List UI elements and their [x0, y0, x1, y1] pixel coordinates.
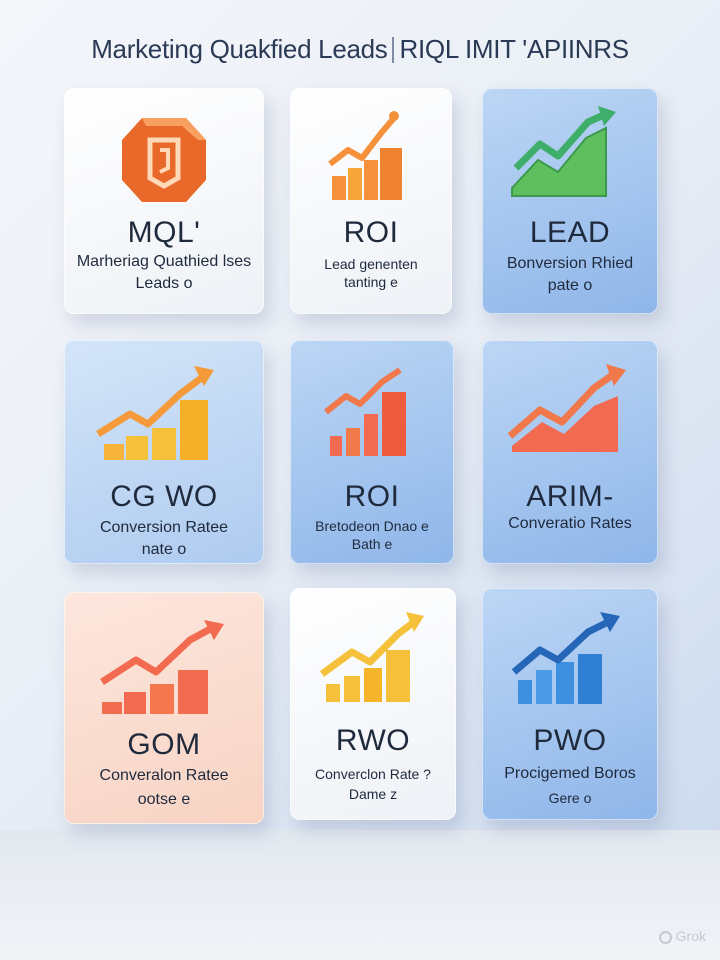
title-right: RIQL IMIT 'APIINRS — [399, 34, 630, 64]
watermark: Grok — [658, 928, 706, 944]
tile-gom[interactable]: GOM Converalon Ratee ootse e — [64, 592, 264, 824]
tile-heading: CG WO — [110, 480, 218, 513]
tile-caption: nate o — [141, 541, 187, 558]
trend-area-icon — [511, 106, 616, 197]
bar-chart-icon — [319, 612, 424, 702]
tile-heading: ROI — [343, 216, 399, 249]
tile-caption: pate o — [547, 277, 593, 294]
trend-area-icon — [507, 364, 626, 452]
tile-subtitle: Conversion Ratee — [99, 519, 229, 536]
tile-subtitle: Bretodeon Dnao e — [315, 518, 429, 534]
tile-pwo[interactable]: PWO Procigemed Boros Gere o — [482, 588, 658, 820]
bar-chart-icon — [324, 367, 406, 456]
tile-caption: ootse e — [137, 791, 191, 808]
tile-heading: PWO — [533, 724, 607, 757]
title-divider — [391, 37, 394, 63]
bar-chart-icon — [100, 620, 224, 714]
tile-subtitle: Converatio Rates — [508, 515, 632, 532]
tile-subtitle: Lead genenten — [324, 256, 418, 272]
tile-caption: Gere o — [548, 790, 592, 806]
tile-heading: ARIM- — [526, 480, 614, 513]
tile-caption: tanting e — [344, 274, 398, 290]
tile-subtitle: Procigemed Boros — [504, 765, 636, 782]
page-title: Marketing Quakfied Leads RIQL IMIT 'APIIN… — [0, 34, 720, 65]
tile-roi[interactable]: ROI Lead genenten tanting e — [290, 88, 452, 314]
tile-heading: GOM — [127, 728, 201, 761]
tile-heading: MQL' — [127, 216, 201, 249]
tile-heading: ROI — [344, 480, 400, 513]
tile-rwo[interactable]: RWO Converclon Rate ? Dame z — [290, 588, 456, 820]
title-left: Marketing Quakfied Leads — [91, 34, 388, 64]
shield-icon — [122, 118, 206, 202]
grok-icon — [658, 931, 672, 944]
tile-caption: Leads o — [135, 275, 193, 292]
floor-background — [0, 830, 720, 960]
tile-subtitle: Marheriag Quathied lses — [76, 253, 252, 270]
tile-caption: Bath e — [351, 536, 393, 552]
tile-roi-2[interactable]: ROI Bretodeon Dnao e Bath e — [290, 340, 454, 564]
tile-subtitle: Converclon Rate ? — [315, 766, 431, 782]
watermark-text: Grok — [675, 928, 706, 944]
tile-heading: LEAD — [529, 216, 611, 249]
tile-caption: Dame z — [348, 786, 398, 802]
tile-mql[interactable]: MQL' Marheriag Quathied lses Leads o — [64, 88, 264, 314]
bar-chart-icon — [96, 366, 214, 460]
tile-arim[interactable]: ARIM- Converatio Rates — [482, 340, 658, 564]
tile-cgwo[interactable]: CG WO Conversion Ratee nate o — [64, 340, 264, 564]
tile-lead[interactable]: LEAD Bonversion Rhied pate o — [482, 88, 658, 314]
tile-subtitle: Bonversion Rhied — [506, 255, 634, 272]
trend-area-icon — [511, 612, 620, 704]
tile-heading: RWO — [335, 724, 411, 757]
tile-subtitle: Converalon Ratee — [99, 767, 229, 784]
bar-chart-icon — [328, 111, 402, 200]
